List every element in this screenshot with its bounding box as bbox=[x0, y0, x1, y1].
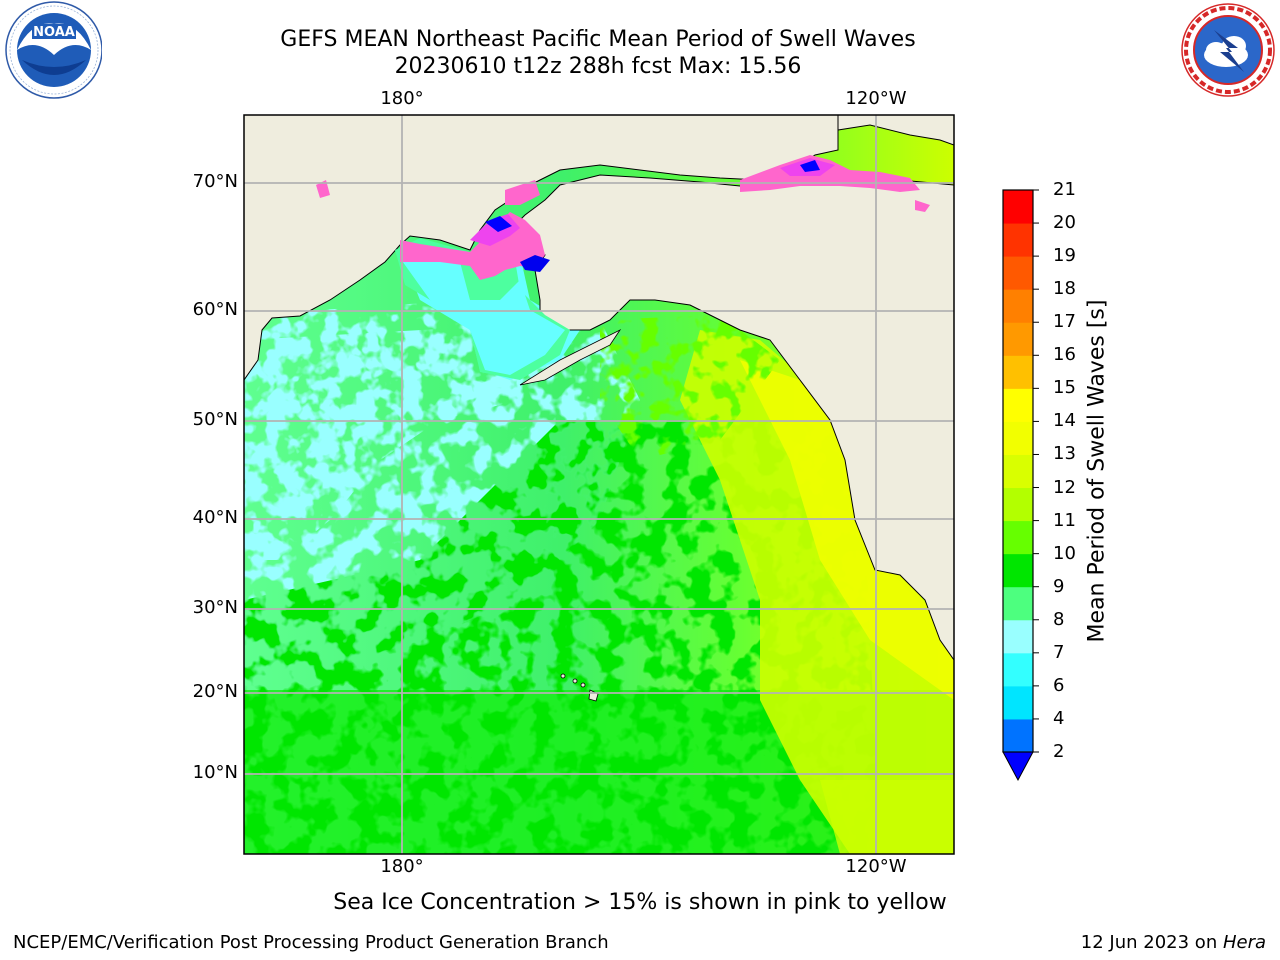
yellow-coast bbox=[740, 360, 954, 700]
colorbar-tick-label: 10 bbox=[1053, 542, 1076, 564]
chart-subtitle: 20230610 t12z 288h fcst Max: 15.56 bbox=[394, 54, 802, 79]
yellow-south bbox=[820, 780, 954, 854]
lat-label-10n: 10°N bbox=[192, 762, 238, 783]
colorbar-tick-label: 11 bbox=[1053, 509, 1076, 531]
colorbar-tick-label: 20 bbox=[1053, 212, 1076, 234]
noaa-logo: NOAA bbox=[5, 1, 102, 99]
chart-title: GEFS MEAN Northeast Pacific Mean Period … bbox=[280, 27, 916, 52]
colorbar-swatch bbox=[1003, 619, 1033, 654]
colorbar-tick-label: 8 bbox=[1053, 608, 1065, 630]
lat-label-50n: 50°N bbox=[192, 409, 238, 430]
footer-host: Hera bbox=[1222, 932, 1266, 953]
colorbar-tick-label: 21 bbox=[1053, 179, 1076, 200]
colorbar-swatch bbox=[1003, 289, 1033, 323]
green-speckle bbox=[244, 420, 880, 854]
colorbar-tick-label: 4 bbox=[1053, 707, 1065, 729]
colorbar-swatch bbox=[1003, 454, 1033, 489]
map-frame bbox=[243, 114, 955, 855]
land-north-america bbox=[509, 115, 954, 661]
colorbar-tick-label: 16 bbox=[1053, 344, 1076, 366]
colorbar-swatch bbox=[1003, 190, 1033, 224]
colorbar-swatch bbox=[1003, 256, 1033, 290]
colorbar-tick-label: 18 bbox=[1053, 278, 1076, 300]
sea-ice-note-text: Sea Ice Concentration > 15% is shown in … bbox=[333, 890, 947, 915]
colorbar-extend-arrow bbox=[1002, 751, 1034, 782]
lon-label-bottom-180: 180° bbox=[380, 856, 424, 877]
footer-date: 12 Jun 2023 on Hera bbox=[1081, 932, 1266, 953]
graticule bbox=[244, 115, 954, 854]
colorbar-tick-label: 19 bbox=[1053, 245, 1076, 267]
colorbar-swatch bbox=[1003, 685, 1033, 720]
colorbar-swatch bbox=[1003, 553, 1033, 588]
yellow-east bbox=[680, 330, 954, 854]
colorbar-tick-label: 15 bbox=[1053, 377, 1076, 399]
colorbar-swatch bbox=[1003, 421, 1033, 455]
footer-credit: NCEP/EMC/Verification Post Processing Pr… bbox=[13, 932, 609, 953]
colorbar-swatch bbox=[1003, 718, 1033, 753]
lat-label-70n: 70°N bbox=[192, 171, 238, 192]
colorbar-tick-label: 2 bbox=[1053, 741, 1065, 762]
bering-cyan-fill bbox=[400, 258, 565, 375]
lon-label-top-120w: 120°W bbox=[845, 88, 907, 109]
colorbar-swatch bbox=[1003, 355, 1033, 389]
colorbar-tick-label: 14 bbox=[1053, 410, 1076, 432]
lat-label-40n: 40°N bbox=[192, 507, 238, 528]
colorbar-swatch bbox=[1003, 520, 1033, 555]
colorbar-tick-label: 13 bbox=[1053, 443, 1076, 465]
lat-label-20n: 20°N bbox=[192, 681, 238, 702]
lon-label-top-180: 180° bbox=[380, 88, 424, 109]
colorbar-tick-label: 6 bbox=[1053, 674, 1065, 696]
svg-text:NOAA: NOAA bbox=[33, 25, 75, 40]
nws-logo bbox=[1181, 3, 1275, 97]
colorbar bbox=[1002, 189, 1039, 782]
colorbar-frame bbox=[1002, 189, 1034, 753]
colorbar-swatch bbox=[1003, 487, 1033, 522]
sea-ice-note: Sea Ice Concentration > 15% is shown in … bbox=[0, 890, 1280, 915]
colorbar-swatch bbox=[1003, 322, 1033, 356]
colorbar-label: Mean Period of Swell Waves [s] bbox=[1084, 299, 1110, 643]
colorbar-swatch bbox=[1003, 652, 1033, 687]
footer-date-text: 12 Jun 2023 on bbox=[1080, 932, 1223, 953]
colorbar-tick-label: 12 bbox=[1053, 476, 1076, 498]
colorbar-swatch bbox=[1003, 586, 1033, 621]
gulf-speckle bbox=[600, 315, 780, 460]
colorbar-tick-label: 17 bbox=[1053, 311, 1076, 333]
lat-label-30n: 30°N bbox=[192, 597, 238, 618]
alaska-peninsula bbox=[519, 328, 622, 386]
hawaii-islands bbox=[560, 673, 599, 702]
colorbar-tick-label: 9 bbox=[1053, 575, 1065, 597]
colorbar-swatch bbox=[1003, 223, 1033, 257]
lat-label-60n: 60°N bbox=[192, 299, 238, 320]
colorbar-tick-label: 7 bbox=[1053, 641, 1065, 663]
colorbar-swatch bbox=[1003, 388, 1033, 422]
lon-label-bottom-120w: 120°W bbox=[845, 856, 907, 877]
